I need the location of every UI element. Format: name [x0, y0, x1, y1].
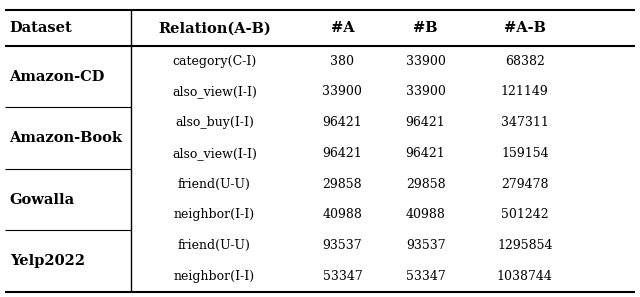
Text: Amazon-Book: Amazon-Book [10, 131, 123, 145]
Text: 53347: 53347 [406, 270, 445, 283]
Text: also_view(I-I): also_view(I-I) [172, 147, 257, 160]
Text: #A: #A [331, 21, 354, 35]
Text: Yelp2022: Yelp2022 [10, 254, 84, 268]
Text: friend(U-U): friend(U-U) [178, 239, 251, 252]
Text: 159154: 159154 [501, 147, 548, 160]
Text: 347311: 347311 [501, 116, 548, 129]
Text: 33900: 33900 [406, 86, 445, 99]
Text: 96421: 96421 [323, 116, 362, 129]
Text: 1295854: 1295854 [497, 239, 552, 252]
Text: 33900: 33900 [323, 86, 362, 99]
Text: 96421: 96421 [406, 147, 445, 160]
Text: 279478: 279478 [501, 178, 548, 191]
Text: 501242: 501242 [501, 208, 548, 221]
Text: 68382: 68382 [505, 55, 545, 68]
Text: 40988: 40988 [323, 208, 362, 221]
Text: Gowalla: Gowalla [10, 192, 75, 206]
Text: 93537: 93537 [406, 239, 445, 252]
Text: #A-B: #A-B [504, 21, 546, 35]
Text: 96421: 96421 [406, 116, 445, 129]
Text: 29858: 29858 [406, 178, 445, 191]
Text: 93537: 93537 [323, 239, 362, 252]
Text: Amazon-CD: Amazon-CD [10, 69, 105, 84]
Text: 121149: 121149 [501, 86, 548, 99]
Text: friend(U-U): friend(U-U) [178, 178, 251, 191]
Text: also_view(I-I): also_view(I-I) [172, 86, 257, 99]
Text: 40988: 40988 [406, 208, 445, 221]
Text: 29858: 29858 [323, 178, 362, 191]
Text: 53347: 53347 [323, 270, 362, 283]
Text: Relation(A-B): Relation(A-B) [158, 21, 271, 35]
Text: category(C-I): category(C-I) [172, 55, 257, 68]
Text: 1038744: 1038744 [497, 270, 553, 283]
Text: 33900: 33900 [406, 55, 445, 68]
Text: 380: 380 [330, 55, 355, 68]
Text: Dataset: Dataset [10, 21, 72, 35]
Text: neighbor(I-I): neighbor(I-I) [174, 270, 255, 283]
Text: #B: #B [413, 21, 438, 35]
Text: neighbor(I-I): neighbor(I-I) [174, 208, 255, 221]
Text: also_buy(I-I): also_buy(I-I) [175, 116, 254, 129]
Text: 96421: 96421 [323, 147, 362, 160]
